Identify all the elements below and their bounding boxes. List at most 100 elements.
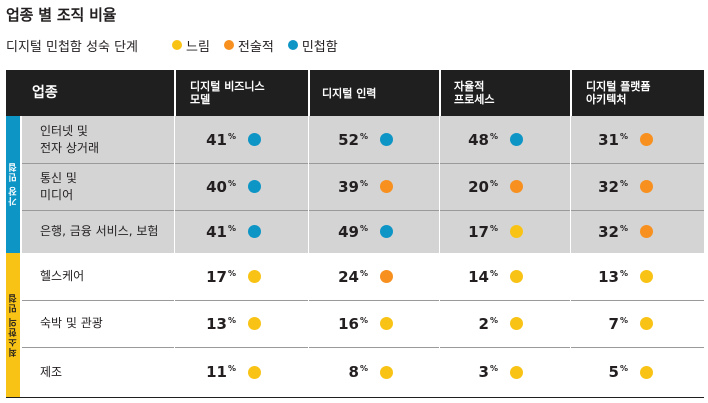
header-line: 디지털 비즈니스 bbox=[190, 80, 265, 93]
column-divider bbox=[570, 116, 571, 397]
industry-name-lines: 숙박 및 관광 bbox=[40, 315, 103, 332]
value-cell: 7% bbox=[594, 300, 653, 347]
percent-value: 41% bbox=[202, 131, 236, 149]
percent-number: 2 bbox=[478, 314, 489, 333]
percent-number: 40 bbox=[206, 177, 227, 196]
header-industry: 업종 bbox=[32, 84, 58, 101]
maturity-dot-icon bbox=[510, 225, 523, 238]
percent-symbol: % bbox=[489, 131, 498, 141]
percent-number: 31 bbox=[598, 130, 619, 149]
percent-symbol: % bbox=[359, 315, 368, 325]
legend-item-agile: 민첩함 bbox=[287, 36, 338, 55]
percent-value: 17% bbox=[464, 223, 498, 241]
column-divider bbox=[308, 116, 309, 397]
percent-value: 32% bbox=[594, 178, 628, 196]
percent-number: 13 bbox=[206, 314, 227, 333]
value-cell: 32% bbox=[594, 210, 653, 253]
group-label: 최소한의 민첩 bbox=[8, 292, 19, 358]
percent-symbol: % bbox=[227, 315, 236, 325]
header-line: 아키텍처 bbox=[586, 93, 627, 106]
header-digital-business-model: 디지털 비즈니스 모델 bbox=[190, 70, 265, 116]
percent-value: 13% bbox=[202, 315, 236, 333]
value-cell: 13% bbox=[202, 300, 261, 347]
value-cell: 32% bbox=[594, 163, 653, 210]
row-divider bbox=[22, 300, 704, 301]
percent-number: 24 bbox=[338, 267, 359, 286]
industry-name-lines: 헬스케어 bbox=[40, 268, 84, 285]
header-autonomous-process: 자율적 프로세스 bbox=[454, 70, 494, 116]
value-cell: 49% bbox=[334, 210, 393, 253]
percent-number: 20 bbox=[468, 177, 489, 196]
maturity-dot-icon bbox=[248, 270, 261, 283]
value-cell: 8% bbox=[334, 347, 393, 397]
percent-value: 49% bbox=[334, 223, 368, 241]
legend-dot-icon bbox=[287, 40, 298, 50]
percent-symbol: % bbox=[489, 178, 498, 188]
legend-dot-icon bbox=[223, 40, 234, 50]
percent-number: 17 bbox=[468, 222, 489, 241]
percent-number: 13 bbox=[598, 267, 619, 286]
value-cell: 20% bbox=[464, 163, 523, 210]
percent-symbol: % bbox=[359, 268, 368, 278]
percent-value: 3% bbox=[464, 363, 498, 381]
table-bottom-rule bbox=[6, 397, 704, 398]
header-line: 디지털 인력 bbox=[322, 86, 377, 100]
group-least-agile: 최소한의 민첩 bbox=[6, 253, 20, 397]
percent-symbol: % bbox=[619, 315, 628, 325]
value-cell: 40% bbox=[202, 163, 261, 210]
percent-value: 17% bbox=[202, 268, 236, 286]
value-cell: 2% bbox=[464, 300, 523, 347]
industry-name-lines: 인터넷 및 전자 상거래 bbox=[40, 123, 99, 157]
value-cell: 41% bbox=[202, 210, 261, 253]
maturity-dot-icon bbox=[510, 180, 523, 193]
percent-value: 8% bbox=[334, 363, 368, 381]
industry-name-line: 제조 bbox=[40, 364, 63, 379]
percent-number: 49 bbox=[338, 222, 359, 241]
table-row: 제조 11% 8% 3% 5% bbox=[22, 347, 704, 397]
table-row: 숙박 및 관광 13% 16% 2% 7% bbox=[22, 300, 704, 347]
percent-symbol: % bbox=[619, 178, 628, 188]
value-cell: 17% bbox=[202, 253, 261, 300]
percent-symbol: % bbox=[227, 268, 236, 278]
percent-number: 41 bbox=[206, 222, 227, 241]
percent-number: 3 bbox=[478, 363, 489, 381]
value-cell: 11% bbox=[202, 347, 261, 397]
percent-value: 52% bbox=[334, 131, 368, 149]
value-cell: 5% bbox=[594, 347, 653, 397]
table-row: 통신 및 미디어 40% 39% 20% 32% bbox=[22, 163, 704, 210]
percent-value: 39% bbox=[334, 178, 368, 196]
value-cell: 52% bbox=[334, 116, 393, 163]
legend-item-label: 민첩함 bbox=[301, 39, 338, 55]
table-row: 인터넷 및 전자 상거래 41% 52% 48% 31% bbox=[22, 116, 704, 163]
maturity-dot-icon bbox=[510, 270, 523, 283]
percent-symbol: % bbox=[227, 131, 236, 141]
page-title: 업종 별 조직 비율 bbox=[6, 6, 117, 24]
header-divider bbox=[570, 70, 572, 116]
value-cell: 13% bbox=[594, 253, 653, 300]
industry-name-line: 숙박 및 관광 bbox=[40, 316, 103, 330]
industry-name: 숙박 및 관광 bbox=[40, 300, 103, 347]
row-divider bbox=[22, 347, 704, 348]
percent-symbol: % bbox=[359, 223, 368, 233]
maturity-dot-icon bbox=[380, 270, 393, 283]
percent-symbol: % bbox=[359, 364, 368, 373]
industry-name: 헬스케어 bbox=[40, 253, 84, 300]
industry-name: 인터넷 및 전자 상거래 bbox=[40, 116, 99, 163]
maturity-dot-icon bbox=[510, 133, 523, 146]
legend-item-label: 느림 bbox=[186, 39, 210, 55]
percent-symbol: % bbox=[227, 364, 236, 373]
header-line: 자율적 bbox=[454, 80, 485, 93]
industry-name-line: 인터넷 및 bbox=[40, 123, 88, 138]
percent-value: 24% bbox=[334, 268, 368, 286]
maturity-dot-icon bbox=[510, 317, 523, 330]
percent-symbol: % bbox=[227, 178, 236, 188]
group-label-wrap: 최소한의 민첩 bbox=[6, 253, 20, 397]
legend-item-tech: 전술적 bbox=[223, 36, 274, 55]
percent-number: 39 bbox=[338, 177, 359, 196]
group-most-agile: 가장 민첩 bbox=[6, 116, 20, 253]
legend-item-slow: 느림 bbox=[172, 36, 210, 55]
percent-number: 32 bbox=[598, 177, 619, 196]
header-divider bbox=[308, 70, 310, 116]
percent-value: 16% bbox=[334, 315, 368, 333]
percent-symbol: % bbox=[619, 268, 628, 278]
